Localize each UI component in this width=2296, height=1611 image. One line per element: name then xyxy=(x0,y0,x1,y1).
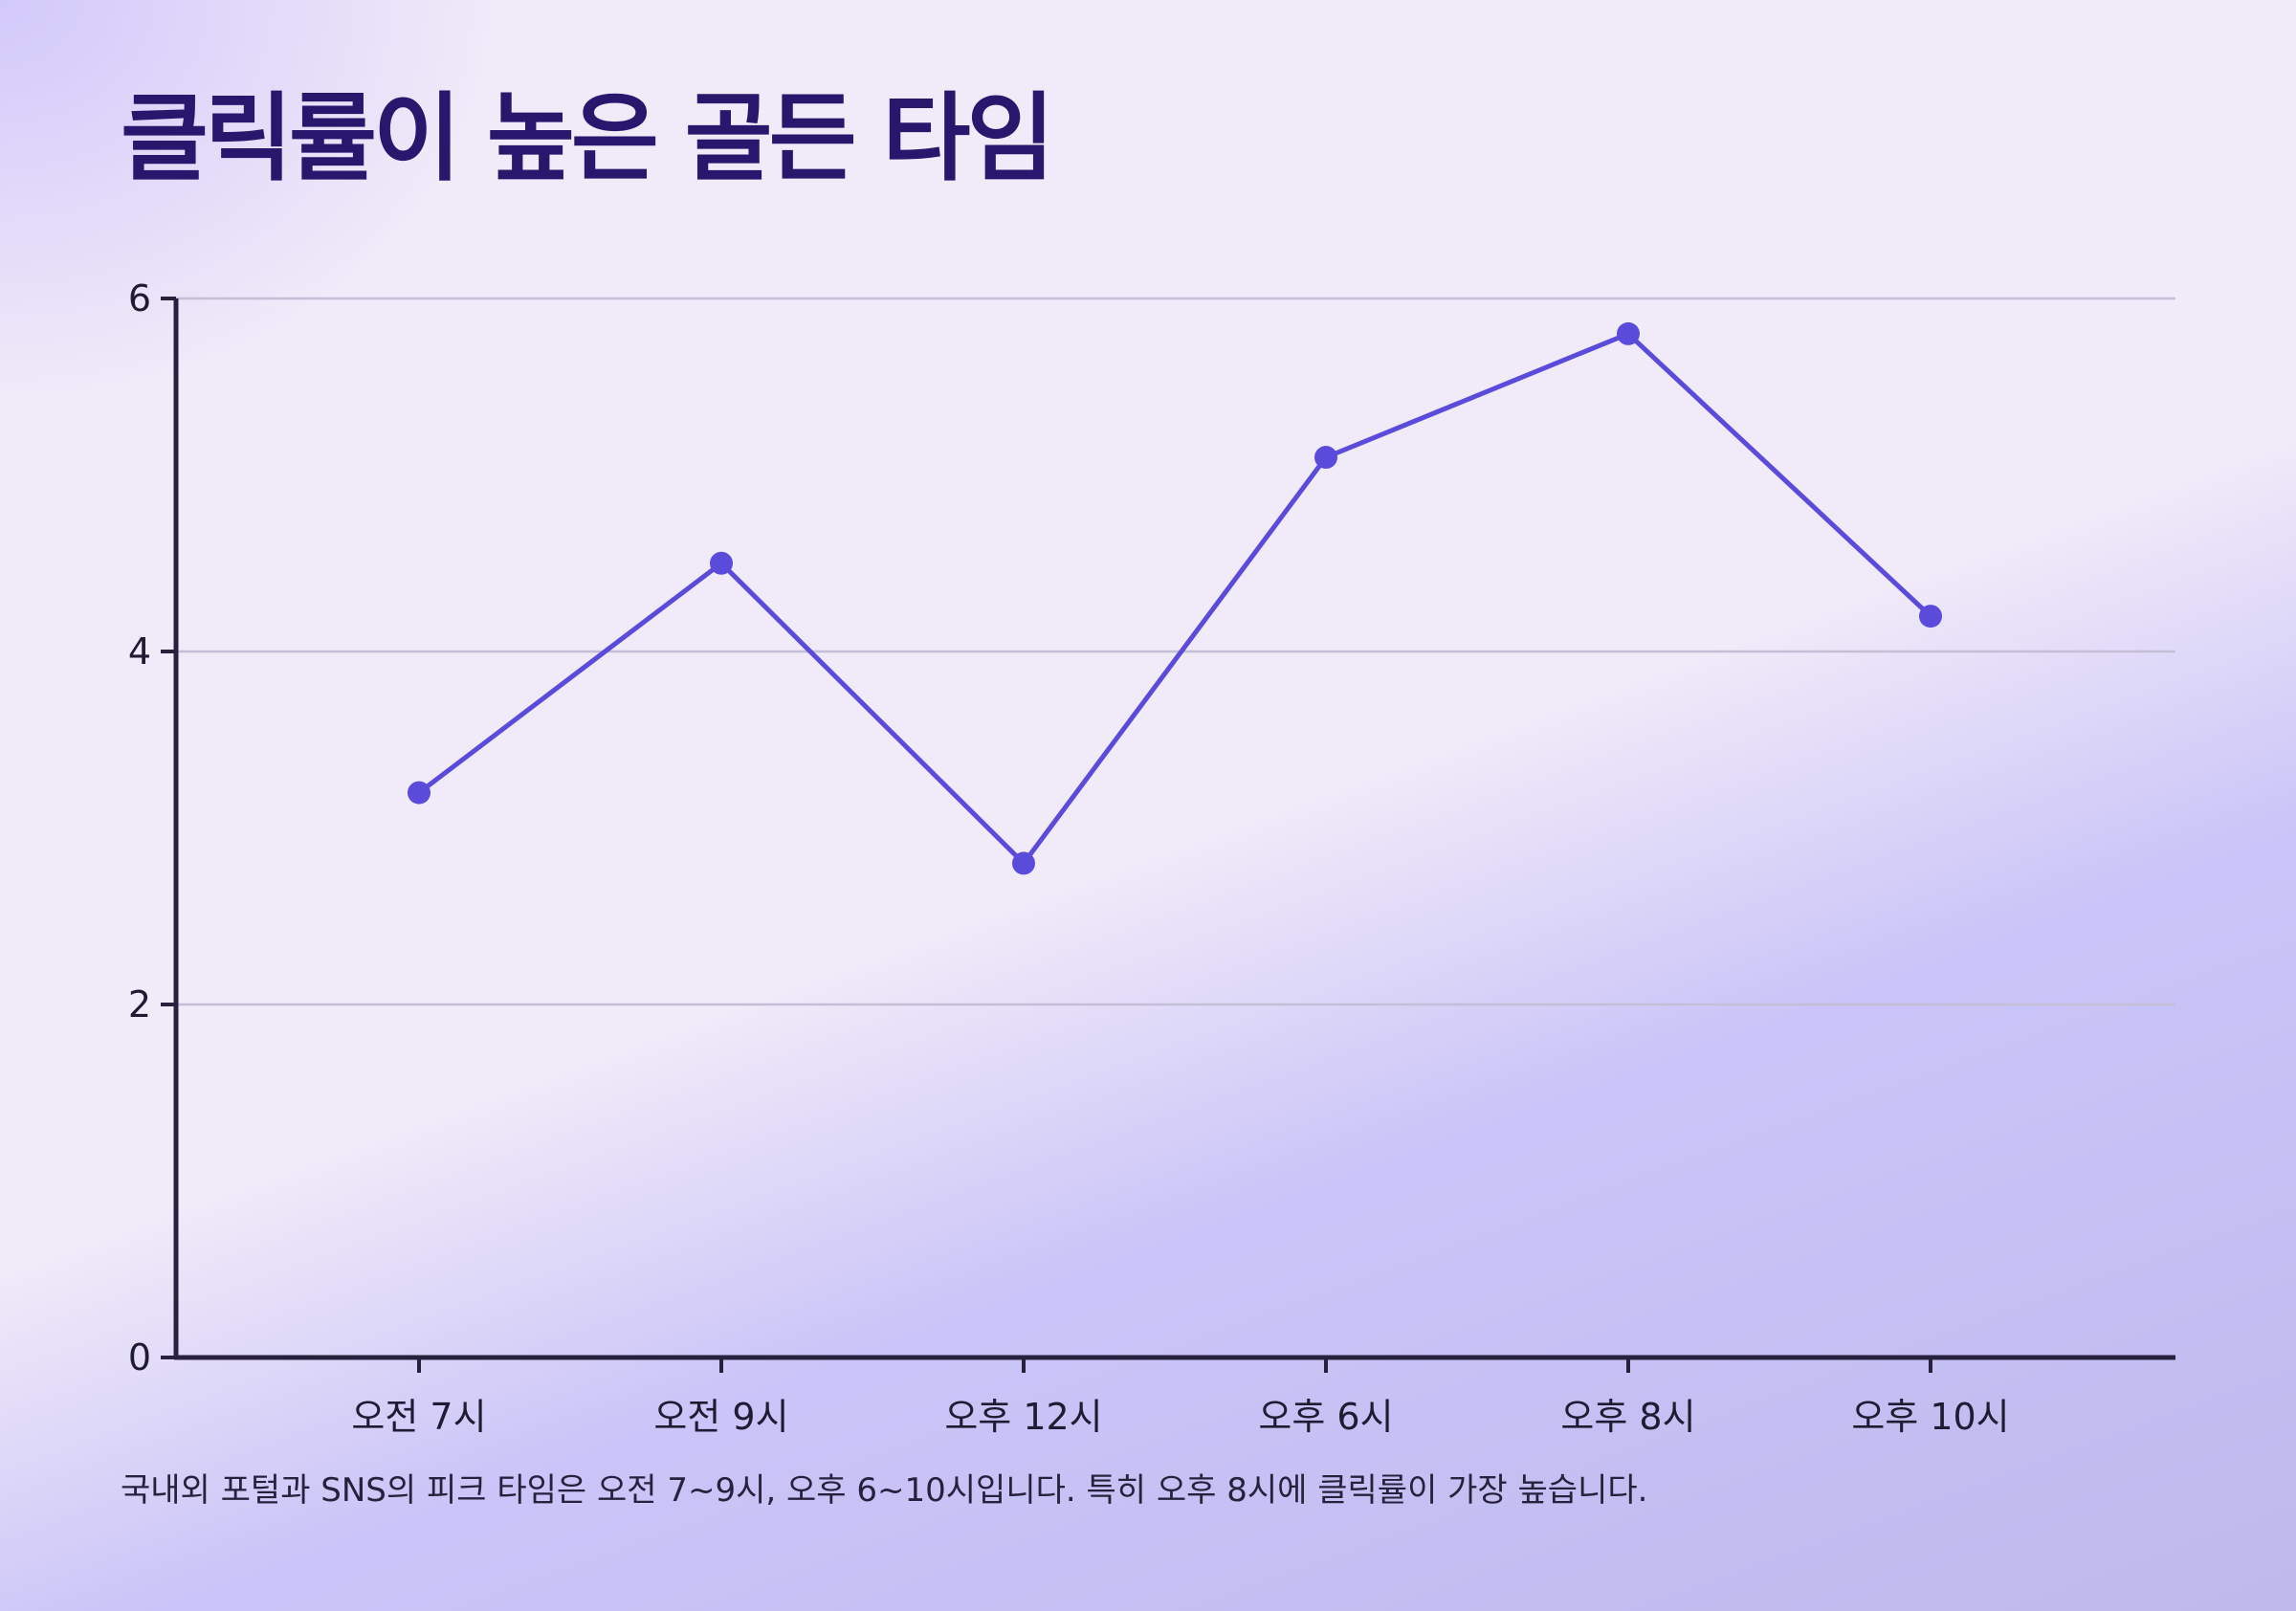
data-point xyxy=(1314,446,1337,470)
x-tick-label: 오전 9시 xyxy=(653,1396,788,1438)
x-tick-label: 오후 12시 xyxy=(944,1396,1102,1438)
x-tick-label: 오후 6시 xyxy=(1258,1396,1393,1438)
chart-caption: 국내외 포털과 SNS의 피크 타임은 오전 7~9시, 오후 6~10시입니다… xyxy=(121,1471,1648,1510)
chart-title: 클릭률이 높은 골든 타임 xyxy=(121,82,1054,194)
y-tick-label: 6 xyxy=(128,277,151,320)
data-point xyxy=(1617,321,1640,345)
data-point xyxy=(710,551,733,575)
data-point xyxy=(1919,605,1942,629)
series-line xyxy=(417,331,1932,866)
y-tick-label: 4 xyxy=(128,630,151,673)
x-tick-label: 오전 7시 xyxy=(351,1396,486,1438)
x-tick-label: 오후 10시 xyxy=(1851,1396,2009,1438)
data-point xyxy=(1012,851,1035,875)
data-point xyxy=(408,781,430,805)
x-tick-label: 오후 8시 xyxy=(1560,1396,1695,1438)
y-tick-label: 2 xyxy=(128,983,151,1026)
y-tick-label: 0 xyxy=(128,1336,151,1379)
